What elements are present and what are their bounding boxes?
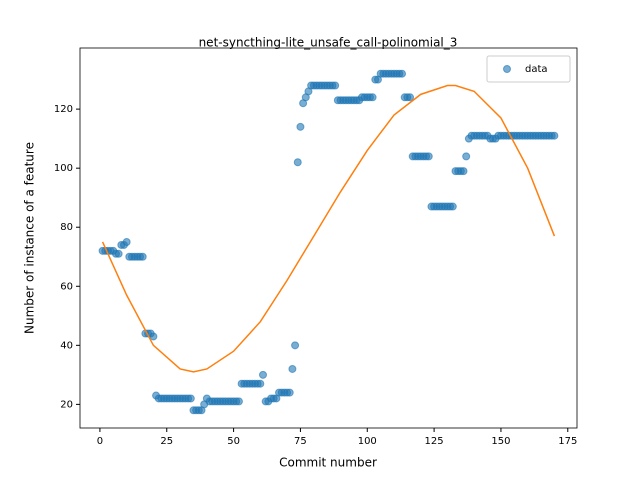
x-tick-label: 75	[294, 436, 307, 447]
x-tick-label: 100	[358, 436, 377, 447]
y-axis-label: Number of instance of a feature	[23, 142, 37, 334]
data-point	[114, 249, 123, 258]
x-tick-label: 175	[558, 436, 577, 447]
data-point	[186, 394, 195, 403]
x-tick-label: 0	[97, 436, 103, 447]
x-tick-label: 25	[160, 436, 173, 447]
legend-box	[486, 55, 571, 83]
data-point	[285, 388, 294, 397]
legend-marker	[503, 65, 511, 73]
data-point	[122, 237, 131, 246]
y-tick-label: 60	[60, 281, 73, 292]
data-point	[331, 81, 340, 90]
data-point	[406, 93, 415, 102]
x-tick-label: 125	[425, 436, 444, 447]
data-point	[288, 364, 297, 373]
x-tick-label: 150	[491, 436, 510, 447]
y-tick-label: 80	[60, 222, 73, 233]
data-point	[462, 152, 471, 161]
y-tick-label: 40	[60, 340, 73, 351]
data-point	[256, 379, 265, 388]
data-point	[149, 332, 158, 341]
data-point	[293, 158, 302, 167]
data-point	[291, 341, 300, 350]
data-point	[398, 69, 407, 78]
fit-line	[101, 84, 556, 373]
legend-label: data	[525, 64, 548, 75]
data-point	[424, 152, 433, 161]
data-point	[258, 370, 267, 379]
y-tick-label: 100	[54, 163, 73, 174]
data-point	[368, 93, 377, 102]
data-point	[550, 131, 559, 140]
data-point	[296, 122, 305, 131]
x-tick-label: 50	[227, 436, 240, 447]
data-point	[234, 397, 243, 406]
data-point	[138, 252, 147, 261]
data-point	[459, 167, 468, 176]
x-axis-label: Commit number	[279, 456, 377, 470]
plot-frame	[79, 47, 578, 429]
y-tick-label: 20	[60, 399, 73, 410]
chart-title: net-syncthing-lite_unsafe_call-polinomia…	[199, 36, 458, 50]
data-point	[448, 202, 457, 211]
y-tick-label: 120	[54, 104, 73, 115]
